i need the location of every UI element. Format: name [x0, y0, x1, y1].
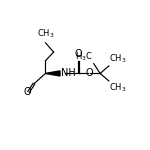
Text: O: O [85, 68, 93, 78]
Text: NH: NH [61, 68, 75, 78]
Text: CH$_3$: CH$_3$ [110, 53, 127, 65]
Text: CH$_3$: CH$_3$ [37, 27, 54, 40]
Text: O: O [23, 87, 31, 98]
Text: H$_3$C: H$_3$C [75, 51, 93, 63]
Text: CH$_3$: CH$_3$ [110, 82, 127, 94]
Text: O: O [75, 49, 82, 59]
Polygon shape [45, 71, 60, 76]
